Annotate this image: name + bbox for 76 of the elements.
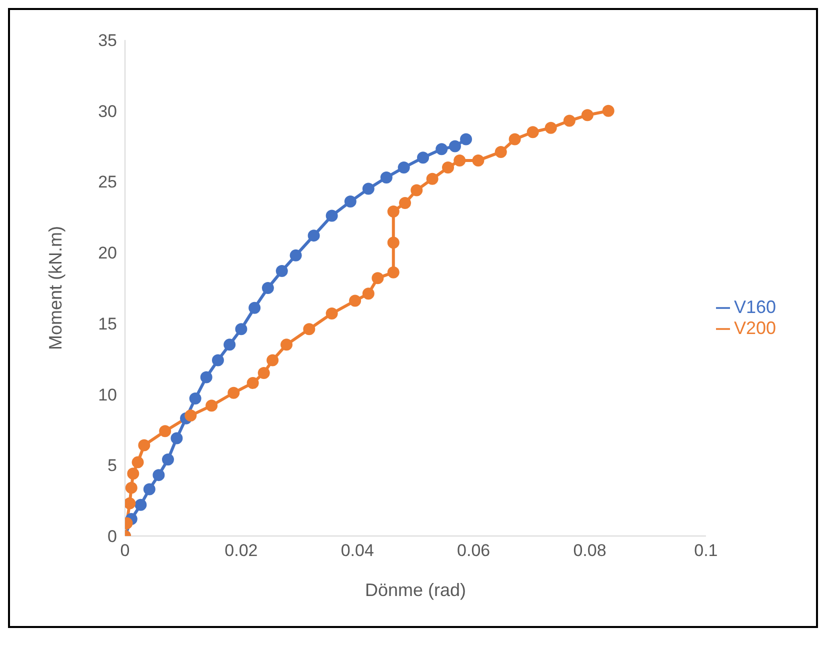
y-tick-label: 5 [108, 456, 117, 476]
point [262, 282, 274, 294]
point [132, 456, 144, 468]
point [380, 171, 392, 184]
y-axis-title: Moment (kN.m) [45, 226, 66, 350]
x-tick-label: 0.1 [694, 541, 718, 560]
point [159, 425, 172, 438]
y-tick-label: 15 [98, 314, 117, 334]
legend-label: V200 [734, 318, 776, 338]
point [162, 453, 174, 466]
point [152, 469, 165, 482]
y-tick-label: 35 [98, 31, 117, 50]
point [125, 497, 136, 510]
point [349, 294, 362, 307]
point [563, 114, 576, 127]
point [581, 109, 594, 122]
point [303, 323, 316, 336]
y-tick-label: 0 [108, 527, 117, 546]
point [417, 152, 430, 164]
point [235, 323, 248, 336]
point [387, 205, 400, 218]
point [399, 196, 412, 209]
point [472, 154, 484, 166]
point [362, 288, 374, 300]
point [454, 154, 466, 166]
point [184, 410, 197, 422]
point [526, 126, 539, 138]
point [362, 182, 374, 195]
x-axis-title: Dönme (rad) [364, 580, 466, 600]
point [442, 162, 454, 174]
x-tick-label: 0.06 [457, 541, 490, 560]
point [280, 338, 293, 351]
y-tick-label: 25 [98, 172, 117, 192]
point [206, 400, 218, 412]
point [127, 468, 140, 480]
x-tick-label: 0.08 [573, 541, 606, 560]
y-tick-label: 10 [98, 385, 117, 404]
point [326, 308, 338, 320]
point [125, 482, 138, 494]
point [410, 184, 423, 196]
legend-label: V160 [734, 297, 776, 317]
point [372, 272, 384, 284]
point [266, 354, 279, 366]
point [276, 264, 288, 277]
point [308, 230, 320, 242]
x-tick-label: 0 [120, 541, 130, 560]
point [436, 143, 448, 156]
point [224, 338, 236, 351]
point [344, 196, 356, 208]
point [326, 210, 338, 222]
point [290, 249, 302, 262]
point [212, 354, 224, 366]
point [460, 133, 472, 146]
point [189, 392, 202, 405]
point [387, 266, 400, 278]
point [258, 367, 270, 380]
x-tick-label: 0.02 [224, 541, 258, 560]
point [138, 439, 150, 452]
point [134, 498, 147, 511]
point [448, 140, 461, 152]
point [398, 162, 410, 174]
point [246, 376, 259, 389]
x-tick-label: 0.04 [340, 541, 374, 560]
point [494, 146, 507, 158]
point [387, 236, 400, 249]
point [508, 133, 521, 146]
y-tick-label: 30 [98, 102, 117, 121]
y-tick-label: 20 [98, 244, 117, 263]
point [248, 302, 261, 314]
point [143, 483, 156, 496]
point [170, 432, 183, 444]
point [200, 371, 212, 384]
point [544, 122, 557, 134]
point [602, 104, 614, 117]
point [228, 386, 240, 399]
point [426, 172, 438, 185]
